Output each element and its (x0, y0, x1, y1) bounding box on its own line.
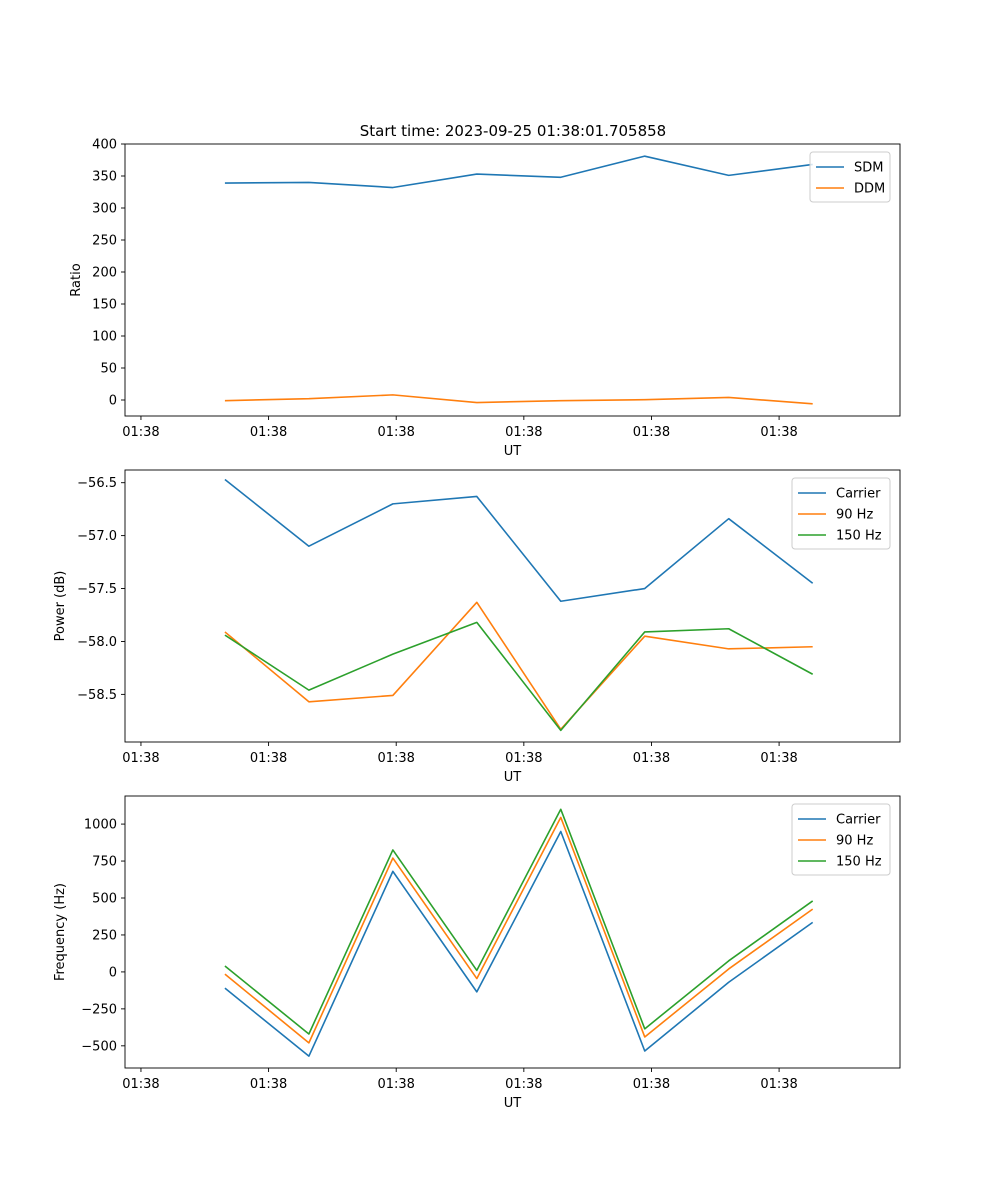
y-tick-label: 500 (92, 892, 117, 907)
charts-container: 01:38 01:38 01:38 01:38 01:38 01:38 0 50 100 150 2… (53, 138, 901, 1111)
y-tick-label: 0 (109, 965, 117, 980)
x-tick-label: 01:38 (122, 751, 159, 766)
x-tick-label: 01:38 (760, 425, 797, 440)
x-tick-label: 01:38 (377, 425, 414, 440)
series-line-90-hz (224, 601, 813, 731)
legend-entry: 150 Hz (836, 529, 882, 544)
series-line-sdm (224, 155, 813, 189)
plot-frame (124, 795, 901, 1069)
x-tick-label: 01:38 (505, 425, 542, 440)
series-line-150-hz (224, 808, 814, 1035)
y-tick-label: 350 (92, 170, 117, 185)
plot-frame (124, 143, 901, 417)
chart-panel-3: 01:38 01:38 01:38 01:38 01:38 01:38 −500 −250 0 2… (53, 795, 901, 1111)
y-tick-label: −57.0 (77, 529, 117, 544)
x-tick-label: 01:38 (377, 1077, 414, 1092)
plot-frame (124, 469, 901, 743)
legend-box (791, 803, 891, 876)
series-line-150-hz (224, 621, 814, 732)
series-line-ddm (224, 394, 813, 405)
x-tick-label: 01:38 (505, 1077, 542, 1092)
x-tick-label: 01:38 (377, 751, 414, 766)
x-tick-label: 01:38 (122, 425, 159, 440)
x-tick-label: 01:38 (122, 1077, 159, 1092)
series-line-90-hz (224, 816, 814, 1044)
y-tick-label: 250 (92, 234, 117, 249)
x-axis-label: UT (504, 770, 522, 785)
legend-entry: 90 Hz (836, 508, 873, 523)
legend-entry: SDM (854, 161, 883, 176)
y-tick-label: 150 (92, 298, 117, 313)
y-tick-label: −58.5 (77, 688, 117, 703)
y-tick-label: 50 (100, 362, 117, 377)
x-tick-label: 01:38 (633, 1077, 670, 1092)
x-axis-label: UT (504, 1096, 522, 1111)
y-tick-label: 400 (92, 138, 117, 153)
y-axis-label: Ratio (69, 263, 84, 296)
y-tick-label: −57.5 (77, 582, 117, 597)
figure-title: Start time: 2023-09-25 01:38:01.705858 (360, 122, 666, 140)
legend: Carrier 90 Hz 150 Hz (791, 477, 891, 550)
x-tick-label: 01:38 (250, 1077, 287, 1092)
y-tick-label: −56.5 (77, 476, 117, 491)
y-axis-label: Power (dB) (53, 571, 68, 642)
y-tick-label: 0 (109, 394, 117, 409)
x-tick-label: 01:38 (633, 751, 670, 766)
chart-panel-1: 01:38 01:38 01:38 01:38 01:38 01:38 0 50 100 150 2… (69, 138, 901, 459)
x-tick-label: 01:38 (760, 751, 797, 766)
y-tick-label: −58.0 (77, 635, 117, 650)
chart-panel-2: 01:38 01:38 01:38 01:38 01:38 01:38 −58.5 −58.0… (53, 469, 901, 785)
y-tick-label: 250 (92, 928, 117, 943)
legend: SDM DDM (809, 151, 891, 203)
legend-entry: 90 Hz (836, 834, 873, 849)
x-tick-label: 01:38 (505, 751, 542, 766)
series-line-carrier (224, 478, 814, 603)
legend-entry: 150 Hz (836, 855, 882, 870)
y-tick-label: 100 (92, 330, 117, 345)
y-tick-label: −250 (81, 1002, 117, 1017)
x-tick-label: 01:38 (633, 425, 670, 440)
legend-box (791, 477, 891, 550)
legend-entry: Carrier (836, 813, 881, 828)
y-tick-label: 200 (92, 266, 117, 281)
x-tick-label: 01:38 (760, 1077, 797, 1092)
legend-entry: DDM (854, 182, 885, 197)
legend-box (809, 151, 891, 203)
legend-entry: Carrier (836, 487, 881, 502)
series-line-carrier (224, 830, 814, 1057)
x-axis-label: UT (504, 444, 522, 459)
y-tick-label: 300 (92, 202, 117, 217)
legend: Carrier 90 Hz 150 Hz (791, 803, 891, 876)
y-tick-label: 1000 (84, 818, 117, 833)
y-tick-label: 750 (92, 855, 117, 870)
y-tick-label: −500 (81, 1039, 117, 1054)
x-tick-label: 01:38 (250, 425, 287, 440)
x-tick-label: 01:38 (250, 751, 287, 766)
y-axis-label: Frequency (Hz) (53, 883, 68, 981)
